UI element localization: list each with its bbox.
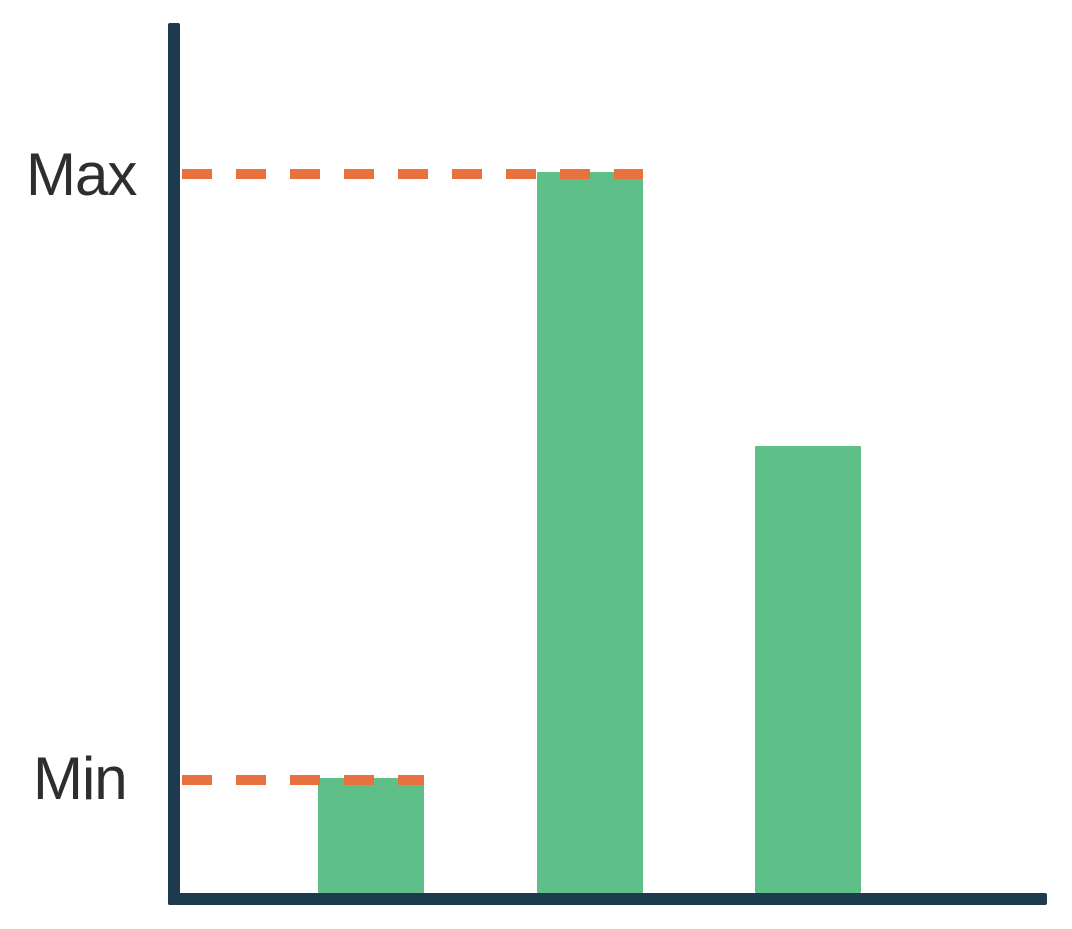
x-axis	[168, 893, 1047, 905]
y-axis	[168, 23, 180, 905]
bar-1	[318, 778, 424, 893]
bar-3	[755, 446, 861, 893]
max-dashed-line	[182, 169, 643, 179]
bar-2	[537, 172, 643, 893]
min-dashed-line	[182, 775, 424, 785]
min-label: Min	[33, 745, 128, 812]
max-label: Max	[26, 141, 137, 208]
